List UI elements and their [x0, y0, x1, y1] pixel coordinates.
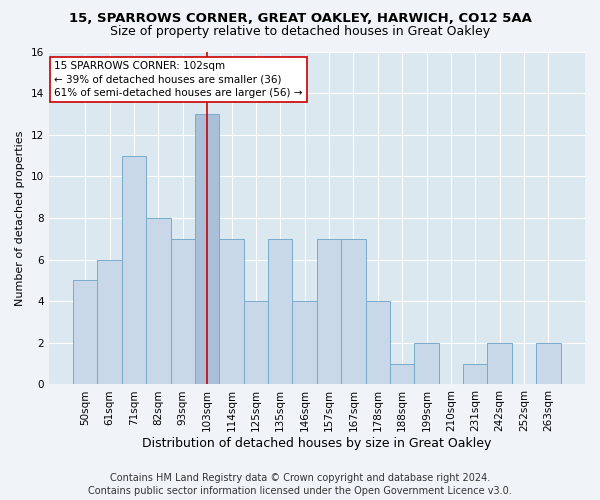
Bar: [268, 239, 292, 384]
Text: 15, SPARROWS CORNER, GREAT OAKLEY, HARWICH, CO12 5AA: 15, SPARROWS CORNER, GREAT OAKLEY, HARWI…: [68, 12, 532, 26]
Bar: [487, 343, 512, 384]
Bar: [365, 301, 390, 384]
Bar: [317, 239, 341, 384]
Bar: [97, 260, 122, 384]
Text: Size of property relative to detached houses in Great Oakley: Size of property relative to detached ho…: [110, 25, 490, 38]
Text: Contains HM Land Registry data © Crown copyright and database right 2024.
Contai: Contains HM Land Registry data © Crown c…: [88, 473, 512, 496]
Bar: [73, 280, 97, 384]
Bar: [195, 114, 220, 384]
Y-axis label: Number of detached properties: Number of detached properties: [15, 130, 25, 306]
Text: 15 SPARROWS CORNER: 102sqm
← 39% of detached houses are smaller (36)
61% of semi: 15 SPARROWS CORNER: 102sqm ← 39% of deta…: [54, 62, 302, 98]
Bar: [244, 301, 268, 384]
Bar: [536, 343, 560, 384]
Bar: [220, 239, 244, 384]
Bar: [170, 239, 195, 384]
Bar: [146, 218, 170, 384]
Bar: [463, 364, 487, 384]
X-axis label: Distribution of detached houses by size in Great Oakley: Distribution of detached houses by size …: [142, 437, 491, 450]
Bar: [122, 156, 146, 384]
Bar: [415, 343, 439, 384]
Bar: [292, 301, 317, 384]
Bar: [390, 364, 415, 384]
Bar: [341, 239, 365, 384]
